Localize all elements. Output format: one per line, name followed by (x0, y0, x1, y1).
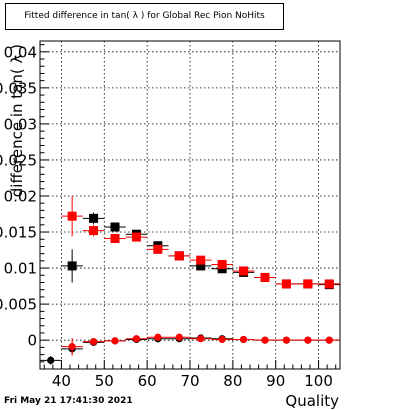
axis-ticks (40, 44, 337, 370)
circle-marker (132, 335, 141, 343)
y-tick-label: 0.02 (4, 187, 37, 205)
square-marker (196, 261, 206, 271)
square-marker-point (61, 195, 83, 237)
x-tick-label: 80 (223, 372, 242, 390)
square-marker (239, 266, 249, 276)
square-marker-point (190, 255, 212, 265)
circle-marker-point (254, 336, 276, 344)
y-tick-label: 0.005 (0, 296, 37, 314)
circle-marker-point (168, 333, 190, 341)
title-box: Fitted difference in tan( λ ) for Global… (5, 3, 284, 30)
square-marker (217, 259, 227, 269)
circle-marker-point (40, 356, 62, 365)
square-marker-point (275, 279, 298, 289)
square-marker (324, 279, 334, 289)
x-tick-label: 70 (180, 372, 199, 390)
x-tick-label: 40 (52, 372, 71, 390)
y-tick-label: 0.04 (4, 43, 37, 61)
square-marker (89, 226, 99, 236)
square-marker-point (297, 279, 319, 289)
square-marker-point (82, 224, 105, 237)
square-marker-point (168, 251, 190, 261)
square-marker-point (82, 212, 105, 225)
circle-marker (175, 333, 183, 341)
x-tick-label: 90 (266, 372, 285, 390)
axis-labels: 40 50 60 70 80 90 100 0 0.005 0.01 0.015 0.02 0.025 0… (0, 43, 339, 410)
y-tick-label: 0.015 (0, 224, 37, 242)
circle-marker (154, 333, 162, 341)
square-marker-point (232, 266, 255, 276)
square-marker-point (147, 244, 169, 254)
chart-title: Fitted difference in tan( λ ) for Global… (24, 11, 265, 21)
circle-marker (197, 335, 205, 343)
circle-marker-point (275, 336, 298, 344)
y-tick-label: 0.01 (4, 260, 37, 278)
y-tick-label: 0.03 (4, 115, 37, 133)
circle-marker-point (297, 336, 319, 344)
circle-marker (239, 335, 248, 344)
circle-marker-point (61, 338, 83, 356)
square-marker (67, 211, 77, 221)
circle-marker (218, 335, 226, 344)
circle-marker-point (232, 335, 255, 344)
square-marker-point (104, 234, 126, 244)
timestamp: Fri May 21 17:41:30 2021 (4, 396, 133, 406)
circle-marker (282, 336, 291, 344)
square-marker-point (211, 259, 233, 269)
square-marker (303, 279, 313, 289)
circle-marker (325, 336, 333, 344)
square-marker (196, 255, 206, 265)
square-marker-point (125, 232, 148, 242)
circle-marker (47, 356, 55, 364)
x-axis-label: Quality (285, 392, 339, 410)
circle-marker (304, 336, 312, 344)
square-marker (110, 234, 120, 244)
circle-marker-point (104, 337, 126, 345)
square-marker-point (104, 222, 126, 232)
x-tick-label: 100 (304, 372, 333, 390)
circle-marker-point (147, 333, 169, 341)
grid-lines (40, 41, 340, 369)
y-tick-label: 0.025 (0, 151, 37, 169)
square-marker-point (318, 279, 340, 289)
circle-marker-point (211, 335, 233, 344)
y-axis-label: difference in tan( λ ) (8, 44, 26, 197)
square-marker (89, 213, 99, 223)
square-marker (174, 251, 184, 261)
circle-marker (89, 338, 98, 346)
square-marker (110, 222, 120, 232)
square-marker-point (254, 272, 276, 282)
data-markers (40, 195, 340, 365)
square-marker (67, 261, 77, 271)
x-tick-label: 50 (95, 372, 114, 390)
circle-marker (261, 336, 269, 344)
x-tick-label: 60 (138, 372, 157, 390)
circle-marker (111, 337, 119, 345)
circle-marker-point (125, 335, 148, 343)
circle-marker-point (190, 335, 212, 343)
y-tick-label: 0.035 (0, 79, 37, 97)
square-marker (260, 272, 270, 282)
circle-marker-point (318, 336, 340, 344)
square-marker (281, 279, 291, 289)
square-marker (131, 232, 141, 242)
y-tick-label: 0 (27, 332, 37, 350)
square-marker-point (61, 249, 83, 283)
circle-marker-point (82, 338, 105, 346)
circle-marker (68, 343, 76, 351)
square-marker (153, 244, 163, 254)
